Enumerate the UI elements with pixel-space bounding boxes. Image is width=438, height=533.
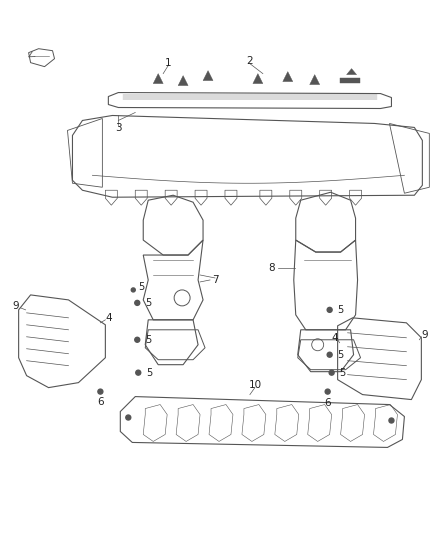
Circle shape: [135, 301, 140, 305]
Circle shape: [327, 352, 332, 357]
Text: 1: 1: [165, 58, 171, 68]
Text: 5: 5: [146, 368, 152, 378]
Text: 5: 5: [138, 282, 145, 292]
Text: 9: 9: [12, 301, 19, 311]
Polygon shape: [283, 71, 293, 82]
Circle shape: [98, 389, 103, 394]
Circle shape: [329, 370, 334, 375]
Circle shape: [135, 337, 140, 342]
Polygon shape: [153, 74, 163, 84]
Text: 10: 10: [248, 379, 261, 390]
Text: 5: 5: [145, 298, 152, 308]
Text: 3: 3: [115, 124, 122, 133]
Text: 6: 6: [97, 397, 104, 407]
Circle shape: [325, 389, 330, 394]
Text: 5: 5: [145, 335, 152, 345]
Polygon shape: [339, 78, 360, 83]
Circle shape: [389, 418, 394, 423]
Text: 6: 6: [325, 398, 331, 408]
Text: 4: 4: [105, 313, 112, 323]
Polygon shape: [253, 74, 263, 84]
Circle shape: [126, 415, 131, 420]
Circle shape: [327, 308, 332, 312]
Text: 4: 4: [331, 333, 338, 343]
Text: 9: 9: [421, 330, 427, 340]
Polygon shape: [346, 69, 357, 75]
Polygon shape: [203, 71, 213, 80]
Polygon shape: [310, 75, 320, 85]
Circle shape: [131, 288, 135, 292]
Text: 5: 5: [338, 305, 344, 315]
Text: 5: 5: [338, 350, 344, 360]
Circle shape: [136, 370, 141, 375]
Text: 7: 7: [212, 275, 218, 285]
Text: 8: 8: [268, 263, 275, 273]
Text: 2: 2: [247, 55, 253, 66]
Text: 5: 5: [339, 368, 346, 378]
Polygon shape: [178, 76, 188, 86]
